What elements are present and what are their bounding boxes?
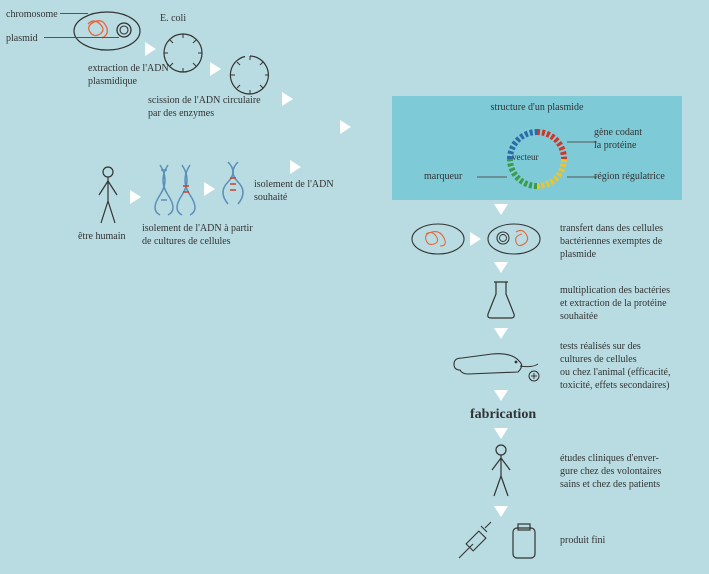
vector-text: vecteur [512,152,538,164]
fabrication-label: fabrication [470,406,536,424]
marker-label: marqueur [424,170,462,183]
product-label: produit fini [560,534,605,547]
arrow-icon [145,42,156,56]
arrow-icon [210,62,221,76]
syringe-vial-icon [455,520,545,569]
structure-title: structure d'un plasmide [402,102,672,113]
arrow-icon [290,160,301,174]
human-label: être humain [78,230,125,243]
flask-icon [483,278,519,327]
plasmid-leader [44,37,119,38]
ecoli-cell-icon [72,10,142,57]
transfer-label: transfert dans des cellules bactériennes… [560,222,663,261]
chromosome-leader [60,13,88,14]
gene-coding-label: gène codant la protéine [594,126,642,152]
regulator-label: région régulatrice [594,170,665,183]
arrow-icon [282,92,293,106]
extraction-label: extraction de l'ADN plasmidique [88,62,169,88]
bacteria-empty-icon [410,222,466,261]
arrow-icon [494,390,508,401]
arrow-icon [494,262,508,273]
dna-fragment-icon [222,158,246,213]
chromosome-label: chromosome [6,8,58,21]
arrow-icon [340,120,351,134]
human-icon [95,165,121,232]
clinical-label: études cliniques d'enver- gure chez des … [560,452,661,491]
arrow-icon [494,204,508,215]
human-clinical-icon [488,444,514,505]
bacteria-plasmid-icon [486,222,542,261]
arrow-icon [494,506,508,517]
ecoli-label: E. coli [160,12,186,25]
arrow-icon [494,428,508,439]
isolation-culture-label: isolement de l'ADN à partir de cultures … [142,222,253,248]
tests-label: tests réalisés sur des cultures de cellu… [560,340,670,392]
isolation-desired-label: isolement de l'ADN souhaité [254,178,334,204]
multiplication-label: multiplication des bactéries et extracti… [560,284,670,323]
mouse-icon [448,344,548,389]
plasmid-label: plasmid [6,32,38,45]
dna-strands-icon [150,160,200,225]
arrow-icon [204,182,215,196]
arrow-icon [494,328,508,339]
scission-label: scission de l'ADN circulaire par des enz… [148,94,261,120]
arrow-icon [470,232,481,246]
arrow-icon [130,190,141,204]
